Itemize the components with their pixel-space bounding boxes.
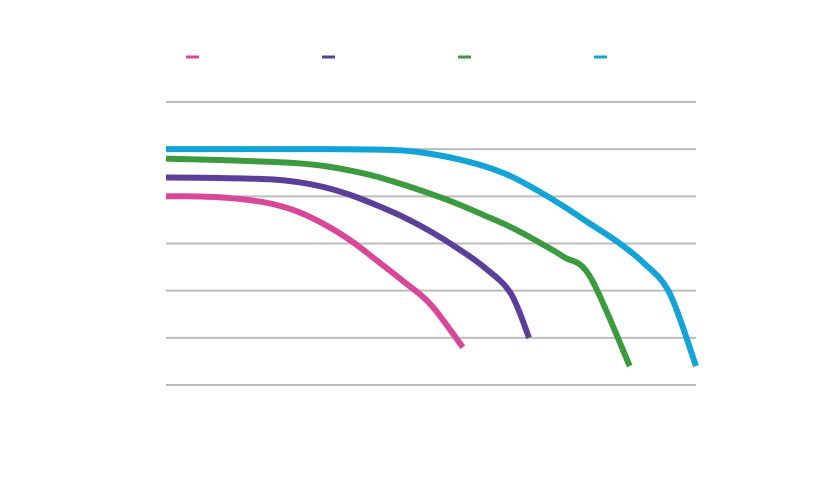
series-line-3 [165, 155, 633, 368]
series-line-2 [165, 174, 532, 339]
series-line-1 [165, 193, 466, 350]
series-line-4 [166, 146, 699, 368]
series-lines [165, 146, 699, 368]
